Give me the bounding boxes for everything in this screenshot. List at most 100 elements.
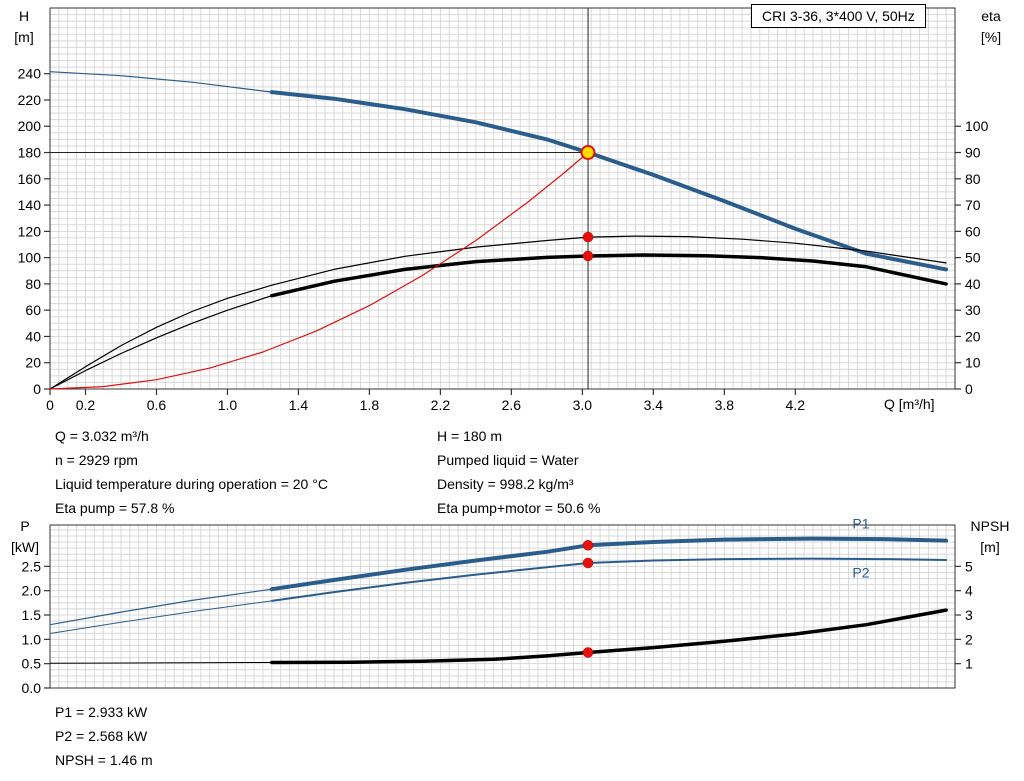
info-line-eta-pump: Eta pump = 57.8 % — [55, 500, 175, 516]
power-axis-title-symbol: P — [20, 518, 30, 534]
power-npsh-chart-axis-ticks: 0.0 0.5 1.0 1.5 2.0 2.5 1 2 3 4 5 — [22, 558, 973, 696]
info-line-speed: n = 2929 rpm — [55, 452, 138, 468]
power-axis-title: P [kW] — [2, 516, 48, 558]
left-tick-label: 100 — [18, 250, 42, 266]
duty-info-left-column: Q = 3.032 m³/h n = 2929 rpm Liquid tempe… — [55, 424, 437, 520]
right-tick-label: 90 — [965, 145, 981, 161]
left-tick-label: 200 — [18, 118, 42, 134]
npsh-axis-title-symbol: NPSH — [970, 518, 1010, 534]
operating-point-dot — [582, 231, 594, 243]
right-tick-label: 30 — [965, 302, 981, 318]
pump-name-box: CRI 3-36, 3*400 V, 50Hz — [751, 4, 926, 28]
left-tick-label: 20 — [25, 355, 41, 371]
right-tick-label: 40 — [965, 276, 981, 292]
power-npsh-chart: 0.0 0.5 1.0 1.5 2.0 2.5 1 2 3 4 5 P1 P2 — [22, 515, 973, 696]
head-axis-title-unit: [m] — [14, 29, 34, 45]
x-tick-label: 3.8 — [715, 397, 735, 413]
series-label-p1: P1 — [852, 515, 869, 531]
left-tick-label: 40 — [25, 328, 41, 344]
left-tick-label: 160 — [18, 171, 42, 187]
head-axis-title-symbol: H — [18, 8, 30, 24]
x-tick-label: 4.2 — [786, 397, 806, 413]
left-tick-label: 2.5 — [22, 558, 42, 574]
x-tick-label: 2.6 — [502, 397, 522, 413]
x-tick-label: 1.8 — [360, 397, 380, 413]
power-info-block: P1 = 2.933 kW P2 = 2.568 kW NPSH = 1.46 … — [55, 700, 153, 772]
right-tick-label: 10 — [965, 355, 981, 371]
npsh-axis-title-unit: [m] — [980, 539, 1000, 555]
eta-axis-title-unit: [%] — [980, 29, 1002, 45]
info-line-liquid: Pumped liquid = Water — [437, 452, 579, 468]
eta-pump-motor-curve — [270, 253, 948, 298]
qh-curve-thin — [49, 71, 273, 93]
info-line-eta-pump-motor: Eta pump+motor = 50.6 % — [437, 500, 601, 516]
npsh-axis-title: NPSH [m] — [960, 516, 1020, 558]
right-tick-label: 5 — [965, 558, 973, 574]
power-axis-title-unit: [kW] — [11, 539, 39, 555]
x-tick-label: 3.0 — [573, 397, 593, 413]
operating-point-dot — [582, 557, 594, 569]
x-tick-label: 1.0 — [218, 397, 238, 413]
right-tick-label: 60 — [965, 223, 981, 239]
right-tick-label: 0 — [965, 381, 973, 397]
qh-eta-chart-grid — [49, 7, 956, 390]
right-tick-label: 80 — [965, 171, 981, 187]
x-tick-label: 0 — [46, 397, 54, 413]
left-tick-label: 0 — [33, 381, 41, 397]
left-tick-label: 240 — [18, 66, 42, 82]
eta-axis-title: eta [%] — [964, 6, 1018, 48]
series-label-p2: P2 — [852, 565, 869, 581]
operating-point-dot — [582, 540, 594, 551]
left-tick-label: 140 — [18, 197, 42, 213]
left-tick-label: 0.0 — [22, 680, 42, 696]
p1-thin — [49, 588, 273, 626]
right-tick-label: 70 — [965, 197, 981, 213]
p2-thin — [49, 600, 273, 634]
info-line-p1: P1 = 2.933 kW — [55, 704, 148, 720]
right-tick-label: 2 — [965, 631, 973, 647]
power-npsh-chart-grid — [49, 525, 956, 689]
left-tick-label: 80 — [25, 276, 41, 292]
npsh-thin — [49, 662, 273, 664]
duty-info-block: Q = 3.032 m³/h n = 2929 rpm Liquid tempe… — [55, 424, 819, 520]
right-tick-label: 1 — [965, 656, 973, 672]
qh-eta-chart: 0 20 40 60 80 100 120 140 160 180 200 220 240 0 10 20 30… — [18, 7, 989, 413]
operating-point-dot — [582, 250, 594, 262]
duty-point-marker[interactable] — [580, 145, 596, 160]
flow-axis-label: Q [m³/h] — [884, 396, 935, 412]
info-line-npsh: NPSH = 1.46 m — [55, 752, 153, 768]
power-npsh-chart-border — [49, 524, 956, 689]
left-tick-label: 60 — [25, 302, 41, 318]
left-tick-label: 0.5 — [22, 656, 42, 672]
eta-axis-title-symbol: eta — [981, 8, 1001, 24]
left-tick-label: 1.0 — [22, 631, 42, 647]
head-axis-title: H [m] — [2, 6, 46, 48]
eta-pump-motor-thin — [49, 295, 273, 390]
left-tick-label: 120 — [18, 223, 42, 239]
right-tick-label: 50 — [965, 250, 981, 266]
qh-eta-chart-border — [49, 7, 956, 390]
left-tick-label: 220 — [18, 92, 42, 108]
right-tick-label: 100 — [965, 118, 989, 134]
x-tick-label: 1.4 — [289, 397, 309, 413]
system-curve — [49, 151, 589, 390]
info-line-p2: P2 = 2.568 kW — [55, 728, 148, 744]
left-tick-label: 180 — [18, 145, 42, 161]
qh-eta-chart-axis-ticks: 0 20 40 60 80 100 120 140 160 180 200 220 240 0 10 20 30… — [18, 66, 989, 413]
left-tick-label: 1.5 — [22, 607, 42, 623]
info-line-flow: Q = 3.032 m³/h — [55, 428, 149, 444]
operating-point-dot — [582, 647, 594, 658]
info-line-head: H = 180 m — [437, 428, 502, 444]
eta-pump-curve — [49, 235, 947, 390]
info-line-temperature: Liquid temperature during operation = 20… — [55, 476, 328, 492]
info-line-density: Density = 998.2 kg/m³ — [437, 476, 574, 492]
right-tick-label: 4 — [965, 583, 973, 599]
right-tick-label: 20 — [965, 328, 981, 344]
duty-info-right-column: H = 180 m Pumped liquid = Water Density … — [437, 424, 819, 520]
x-tick-label: 0.2 — [76, 397, 96, 413]
x-tick-label: 0.6 — [147, 397, 167, 413]
right-tick-label: 3 — [965, 607, 973, 623]
left-tick-label: 2.0 — [22, 583, 42, 599]
x-tick-label: 2.2 — [431, 397, 451, 413]
